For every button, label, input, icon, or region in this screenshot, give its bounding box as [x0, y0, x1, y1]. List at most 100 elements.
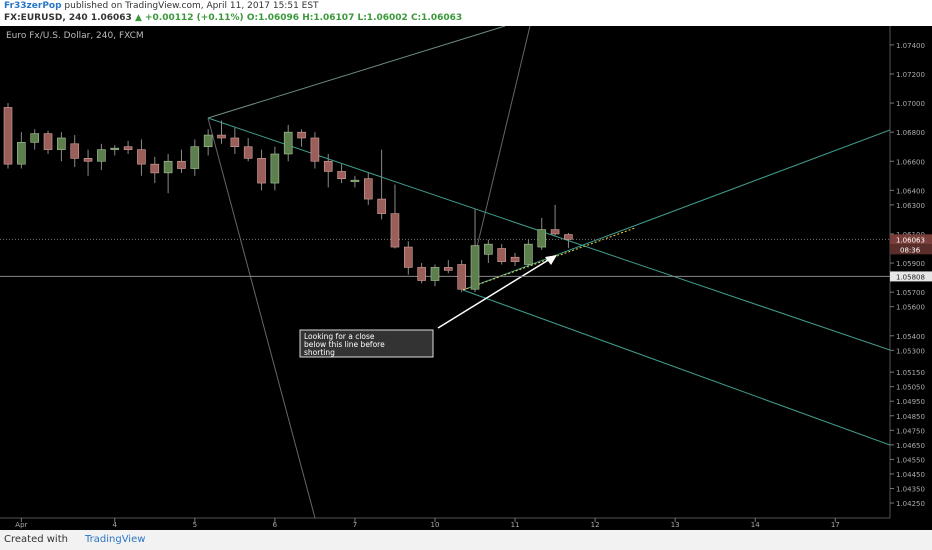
x-tick-label: 11 [511, 521, 520, 529]
created: Created with [4, 534, 68, 545]
y-tick-label: 1.04850 [896, 413, 925, 421]
x-tick-label: 17 [831, 521, 840, 529]
x-tick-label: 4 [113, 521, 118, 529]
level-label: 1.05808 [896, 273, 925, 281]
y-tick-label: 1.04750 [896, 427, 925, 435]
candle-body [43, 133, 53, 150]
candle-body [3, 107, 13, 165]
candle-body [70, 143, 80, 159]
x-tick-label: 6 [273, 521, 278, 529]
candle-body [17, 142, 26, 165]
x-tick-label: Apr [15, 521, 27, 529]
candle-body [297, 131, 306, 139]
last-price-label: 1.06063 [896, 236, 925, 244]
candle-body [123, 146, 133, 150]
x-tick-label: 7 [353, 521, 357, 529]
footer: Created with TradingView [0, 530, 932, 550]
candle-body [83, 158, 93, 162]
header-line: Fr33zerPop published on TradingView.com,… [4, 1, 319, 11]
candle-body [57, 137, 66, 150]
countdown-box [890, 244, 932, 255]
ohlc: L:1.06002 [357, 13, 408, 23]
symbol: FX:EURUSD, 240 [4, 13, 88, 23]
trendline [207, 26, 506, 119]
trendline [462, 227, 636, 291]
chart-title: Euro Fx/U.S. Dollar, 240, FXCM [6, 31, 144, 41]
candle-body [310, 137, 320, 162]
trendline [207, 117, 891, 351]
x-tick-label: 14 [751, 521, 760, 529]
candle-body [417, 267, 426, 281]
y-tick-label: 1.06600 [896, 158, 925, 166]
x-tick-label: 12 [591, 521, 600, 529]
header-line: FX:EURUSD, 240 1.06063 ▲ +0.00112 (+0.11… [4, 13, 462, 23]
trendline [207, 117, 316, 519]
candle-body [203, 134, 213, 148]
candle-body [137, 149, 146, 165]
candle-body [97, 149, 106, 162]
last-price-box [890, 234, 932, 245]
candle-body [470, 245, 480, 290]
drawings [0, 26, 891, 519]
candle-body [484, 243, 493, 255]
candle-body [323, 160, 333, 172]
candle-body [110, 147, 120, 150]
candle-body [537, 229, 547, 248]
candle-body [163, 160, 173, 174]
candle-body [190, 146, 200, 169]
last: 1.06063 [90, 13, 132, 23]
level-box [890, 271, 932, 282]
change: ▲ +0.00112 (+0.11%) [134, 13, 244, 23]
candle-body [283, 131, 293, 155]
x-tick-label: 10 [431, 521, 440, 529]
brand[interactable]: TradingView [85, 534, 146, 545]
y-tick-label: 1.04550 [896, 456, 925, 464]
annotation: shorting [304, 348, 335, 357]
y-tick-label: 1.04650 [896, 442, 925, 450]
y-tick-label: 1.06800 [896, 129, 925, 137]
candle-body [390, 213, 400, 248]
x-tick-label: 5 [193, 521, 197, 529]
candle-body [564, 234, 573, 240]
y-tick-label: 1.05300 [896, 347, 925, 355]
annotation: below this line before [304, 340, 385, 349]
candle-body [457, 264, 466, 290]
trendline [475, 26, 531, 252]
candle-body [337, 171, 346, 180]
x-tick-label: 13 [671, 521, 680, 529]
candle-body [217, 134, 226, 139]
arrow [437, 258, 551, 329]
annotation: Looking for a close [304, 332, 375, 341]
y-tick-label: 1.07200 [896, 71, 925, 79]
candle-body [230, 137, 240, 148]
candle-body [444, 267, 453, 271]
background [0, 26, 932, 530]
candle-body [377, 198, 386, 214]
candle-body [363, 178, 373, 200]
ohlc: O:1.06096 [246, 13, 300, 23]
y-tick-label: 1.04350 [896, 485, 925, 493]
header: Fr33zerPop published on TradingView.com,… [0, 0, 932, 26]
y-tick-label: 1.04950 [896, 398, 925, 406]
candle-body [243, 146, 253, 159]
candle-body [430, 267, 440, 281]
y-tick-label: 1.04250 [896, 500, 925, 508]
y-tick-label: 1.06300 [896, 202, 925, 210]
candle-body [510, 256, 520, 262]
candle-body [404, 246, 413, 268]
y-tick-label: 1.04450 [896, 471, 925, 479]
y-tick-label: 1.05900 [896, 260, 925, 268]
candle-body [30, 133, 39, 143]
y-tick-label: 1.05700 [896, 289, 925, 297]
countdown: 08:36 [900, 246, 921, 254]
user[interactable]: Fr33zerPop [4, 1, 62, 11]
candle-body [550, 229, 560, 235]
candle-body [257, 158, 266, 184]
y-tick-label: 1.05400 [896, 333, 925, 341]
candle-body [270, 153, 280, 184]
ohlc: C:1.06063 [410, 13, 463, 23]
trendline [462, 129, 891, 291]
candle-body [350, 179, 360, 182]
y-tick-label: 1.07400 [896, 42, 925, 50]
